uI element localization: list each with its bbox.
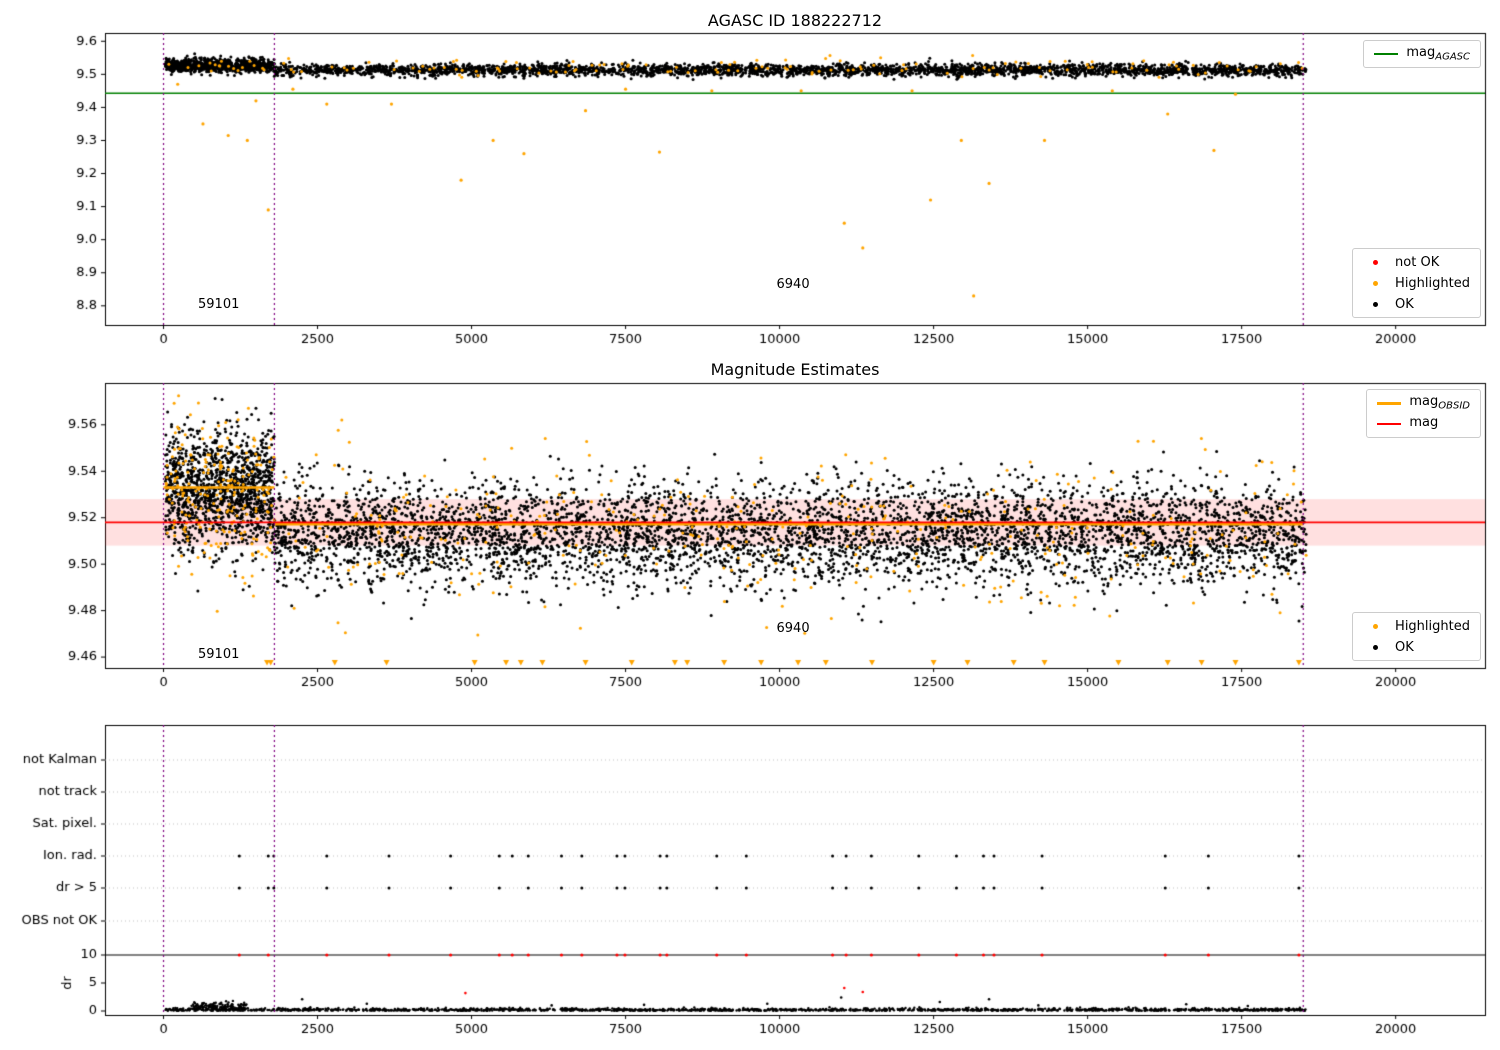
legend-item-label: not OK xyxy=(1395,254,1440,270)
legend-item-ok: OK xyxy=(1363,295,1470,313)
legend-item-not-ok: not OK xyxy=(1363,253,1470,271)
mag-line-swatch xyxy=(1377,423,1402,425)
legend-item-mag-obsid: magOBSID xyxy=(1377,394,1470,412)
legend-item-label: magOBSID xyxy=(1409,394,1470,412)
legend-item-highlighted: Highlighted xyxy=(1363,274,1470,292)
legend-item-label: OK xyxy=(1395,296,1414,312)
legend-item-ok: OK xyxy=(1363,638,1470,656)
mag-obsid-line-swatch xyxy=(1377,401,1402,405)
plot2-title: Magnitude Estimates xyxy=(710,360,880,379)
legend-plot2-lines: magOBSID mag xyxy=(1366,389,1481,438)
plot1-title: AGASC ID 188222712 xyxy=(707,11,883,30)
legend-item-highlighted: Highlighted xyxy=(1363,617,1470,635)
legend-item-mag: mag xyxy=(1377,415,1470,433)
legend-plot2-markers: Highlighted OK xyxy=(1352,612,1481,661)
annotation-obsid-6940-plot2: 6940 xyxy=(776,620,810,636)
not-ok-marker-swatch xyxy=(1363,259,1387,265)
highlighted-marker-swatch xyxy=(1363,280,1387,286)
mag-agasc-line-swatch xyxy=(1374,53,1399,55)
ok-marker-swatch xyxy=(1363,644,1387,650)
legend-mag-agasc: magAGASC xyxy=(1363,40,1481,68)
ok-marker-swatch xyxy=(1363,301,1387,307)
annotation-obsid-59101-plot2: 59101 xyxy=(198,647,240,663)
annotation-obsid-59101-plot1: 59101 xyxy=(198,297,240,313)
legend-plot1-markers: not OK Highlighted OK xyxy=(1352,248,1481,318)
legend-item-label: magAGASC xyxy=(1406,45,1470,63)
legend-item-label: OK xyxy=(1395,639,1414,655)
legend-item-label: Highlighted xyxy=(1395,275,1470,291)
legend-item-label: mag xyxy=(1409,415,1439,431)
highlighted-marker-swatch xyxy=(1363,623,1387,629)
annotation-obsid-6940-plot1: 6940 xyxy=(776,277,810,293)
legend-item-mag-agasc: magAGASC xyxy=(1374,45,1470,63)
legend-item-label: Highlighted xyxy=(1395,618,1470,634)
